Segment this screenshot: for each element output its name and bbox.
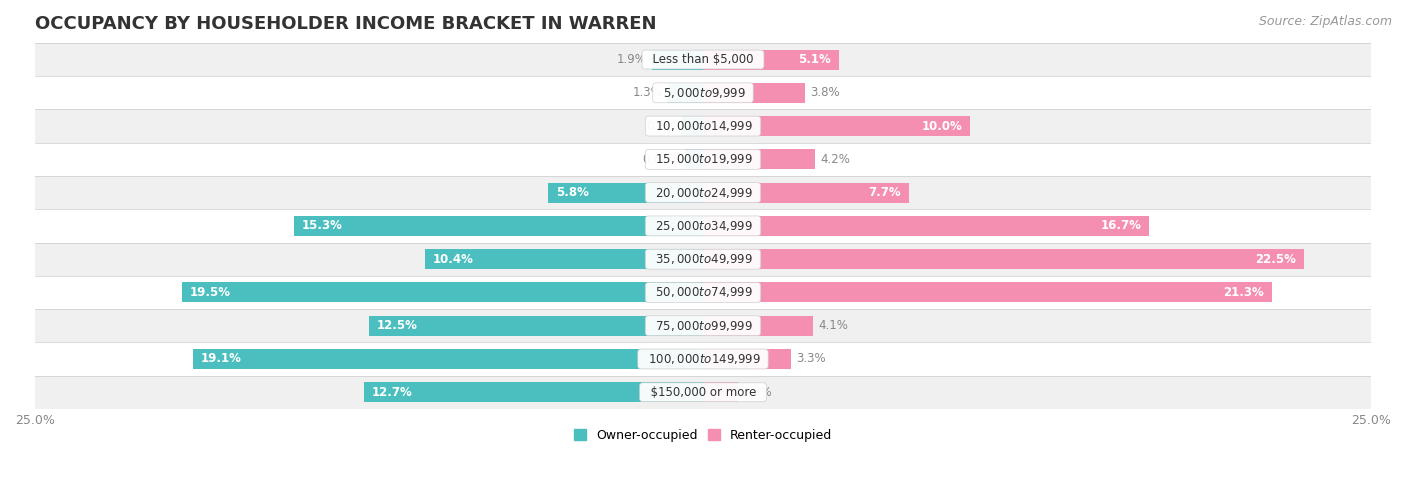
Bar [703,83,804,103]
Text: 19.1%: 19.1% [201,353,242,365]
Bar [703,50,839,70]
Bar [35,143,1371,176]
Bar [364,382,703,402]
Text: 3.8%: 3.8% [810,86,839,99]
Bar [548,183,703,203]
Bar [703,382,738,402]
Text: $150,000 or more: $150,000 or more [643,386,763,399]
Text: 12.7%: 12.7% [371,386,412,399]
Bar [703,216,1149,236]
Bar [294,216,703,236]
Bar [668,83,703,103]
Bar [685,150,703,169]
Text: 10.0%: 10.0% [921,120,962,132]
Legend: Owner-occupied, Renter-occupied: Owner-occupied, Renter-occupied [568,424,838,447]
Bar [35,209,1371,243]
Text: $25,000 to $34,999: $25,000 to $34,999 [648,219,758,233]
Text: Source: ZipAtlas.com: Source: ZipAtlas.com [1258,15,1392,28]
Bar [703,316,813,336]
Text: 4.2%: 4.2% [821,153,851,166]
Bar [35,110,1371,143]
Bar [425,249,703,269]
Text: Less than $5,000: Less than $5,000 [645,53,761,66]
Text: $50,000 to $74,999: $50,000 to $74,999 [648,285,758,300]
Text: OCCUPANCY BY HOUSEHOLDER INCOME BRACKET IN WARREN: OCCUPANCY BY HOUSEHOLDER INCOME BRACKET … [35,15,657,33]
Bar [682,116,703,136]
Text: 12.5%: 12.5% [377,319,418,332]
Bar [703,282,1272,302]
Text: $35,000 to $49,999: $35,000 to $49,999 [648,252,758,266]
Bar [35,243,1371,276]
Bar [35,342,1371,375]
Text: 22.5%: 22.5% [1256,253,1296,266]
Text: 16.7%: 16.7% [1101,220,1142,232]
Text: 10.4%: 10.4% [433,253,474,266]
Text: 3.3%: 3.3% [797,353,827,365]
Text: $20,000 to $24,999: $20,000 to $24,999 [648,186,758,200]
Text: 0.8%: 0.8% [647,120,676,132]
Bar [35,176,1371,209]
Text: 15.3%: 15.3% [302,220,343,232]
Bar [368,316,703,336]
Bar [35,375,1371,409]
Bar [703,249,1305,269]
Text: $15,000 to $19,999: $15,000 to $19,999 [648,152,758,167]
Text: 1.3%: 1.3% [744,386,773,399]
Bar [35,276,1371,309]
Bar [652,50,703,70]
Text: 1.3%: 1.3% [633,86,662,99]
Text: 5.8%: 5.8% [555,186,589,199]
Text: $5,000 to $9,999: $5,000 to $9,999 [655,86,751,100]
Bar [35,43,1371,76]
Bar [703,183,908,203]
Text: 21.3%: 21.3% [1223,286,1264,299]
Text: $100,000 to $149,999: $100,000 to $149,999 [641,352,765,366]
Text: 0.68%: 0.68% [643,153,679,166]
Bar [703,150,815,169]
Bar [193,349,703,369]
Text: 19.5%: 19.5% [190,286,231,299]
Bar [703,349,792,369]
Bar [35,76,1371,110]
Text: $10,000 to $14,999: $10,000 to $14,999 [648,119,758,133]
Text: 4.1%: 4.1% [818,319,848,332]
Bar [703,116,970,136]
Text: 5.1%: 5.1% [799,53,831,66]
Bar [35,309,1371,342]
Bar [181,282,703,302]
Text: 7.7%: 7.7% [868,186,901,199]
Text: 1.9%: 1.9% [617,53,647,66]
Text: $75,000 to $99,999: $75,000 to $99,999 [648,318,758,333]
